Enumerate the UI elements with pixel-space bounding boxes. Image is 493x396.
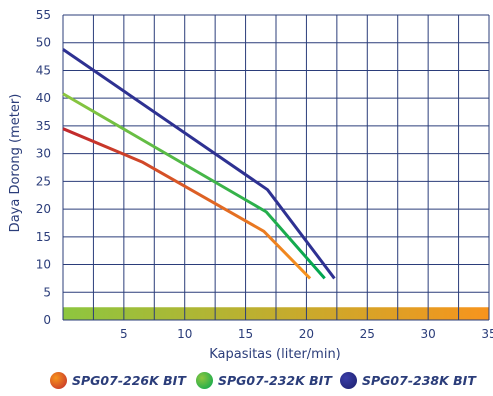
x-tick-label: 5 bbox=[120, 327, 128, 341]
legend-label: SPG07-226K BIT bbox=[72, 373, 186, 388]
x-tick-label: 30 bbox=[421, 327, 436, 341]
x-tick-label: 15 bbox=[238, 327, 253, 341]
legend-item-226k: SPG07-226K BIT bbox=[50, 372, 186, 389]
y-tick-label: 10 bbox=[36, 258, 51, 272]
orange-dot-icon bbox=[50, 372, 67, 389]
series-line bbox=[62, 127, 312, 280]
series-line bbox=[62, 92, 326, 280]
y-tick-label: 50 bbox=[36, 36, 51, 50]
y-tick-label: 35 bbox=[36, 119, 51, 133]
y-tick-label: 0 bbox=[43, 313, 51, 327]
x-tick-label: 25 bbox=[360, 327, 375, 341]
series-line bbox=[62, 48, 336, 280]
y-tick-label: 30 bbox=[36, 147, 51, 161]
chart: Daya Dorong (meter) Kapasitas (liter/min… bbox=[8, 8, 493, 362]
x-tick-label: 10 bbox=[177, 327, 192, 341]
green-dot-icon bbox=[196, 372, 213, 389]
x-tick-label: 35 bbox=[481, 327, 493, 341]
y-tick-label: 5 bbox=[43, 285, 51, 299]
x-tick-label: 20 bbox=[299, 327, 314, 341]
legend-label: SPG07-238K BIT bbox=[362, 373, 476, 388]
y-tick-label: 55 bbox=[36, 8, 51, 22]
y-tick-label: 15 bbox=[36, 230, 51, 244]
legend-item-238k: SPG07-238K BIT bbox=[340, 372, 476, 389]
legend: SPG07-226K BIT SPG07-232K BIT SPG07-238K… bbox=[0, 372, 493, 394]
y-tick-label: 25 bbox=[36, 174, 51, 188]
legend-label: SPG07-232K BIT bbox=[218, 373, 332, 388]
y-tick-label: 40 bbox=[36, 91, 51, 105]
x-axis-label: Kapasitas (liter/min) bbox=[209, 347, 341, 362]
legend-item-232k: SPG07-232K BIT bbox=[196, 372, 332, 389]
y-tick-label: 45 bbox=[36, 63, 51, 77]
navy-dot-icon bbox=[340, 372, 357, 389]
y-tick-label: 20 bbox=[36, 202, 51, 216]
y-axis-label: Daya Dorong (meter) bbox=[8, 94, 23, 233]
plot-area bbox=[62, 14, 490, 321]
